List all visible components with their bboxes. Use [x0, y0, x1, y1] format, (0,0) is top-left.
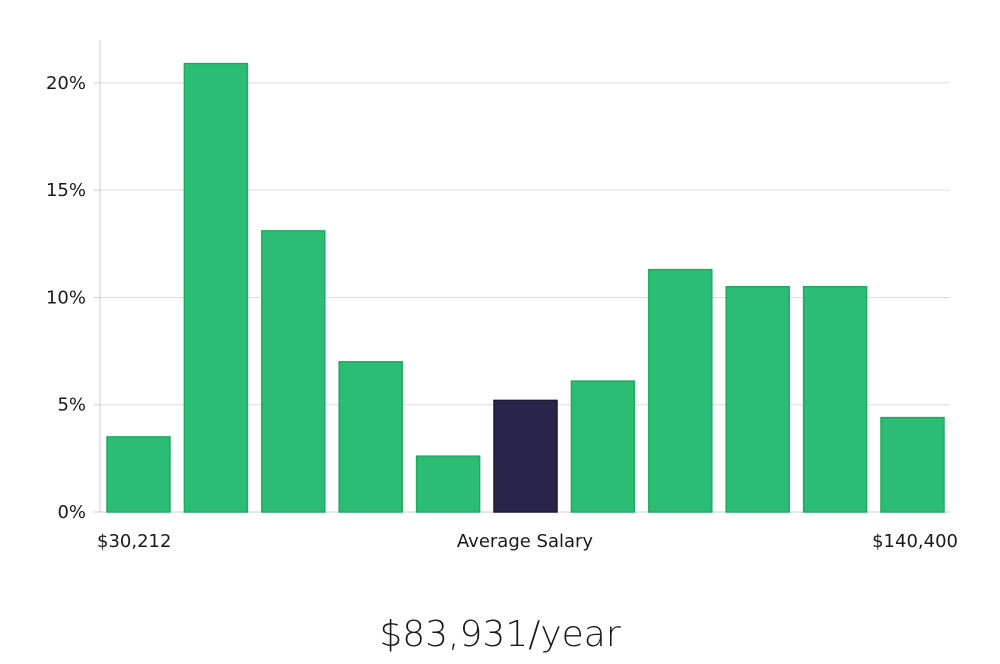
bar [880, 416, 945, 513]
bar [648, 268, 713, 513]
bar [415, 455, 481, 513]
bar [725, 285, 790, 513]
x-label-center: Average Salary [457, 531, 594, 552]
bar [106, 436, 171, 513]
bar [261, 230, 326, 513]
y-tick-label: 5% [57, 395, 86, 416]
bars [106, 62, 945, 513]
bar [183, 62, 249, 513]
y-tick-label: 15% [46, 180, 86, 201]
y-tick-label: 10% [46, 287, 86, 308]
y-tick-label: 0% [57, 502, 86, 523]
x-label-max: $140,400 [872, 531, 958, 552]
x-label-min: $30,212 [97, 531, 171, 552]
bar [570, 380, 636, 513]
bar-average-salary [493, 399, 558, 513]
bar [802, 285, 868, 513]
bar [338, 361, 403, 513]
y-tick-label: 20% [46, 73, 86, 94]
salary-histogram: 0% 5% 10% 15% 20% $30,212 Average Salary $14… [46, 40, 958, 552]
y-axis-ticks: 0% 5% 10% 15% 20% [46, 73, 100, 523]
average-salary-value: $83,931/year [379, 614, 621, 655]
